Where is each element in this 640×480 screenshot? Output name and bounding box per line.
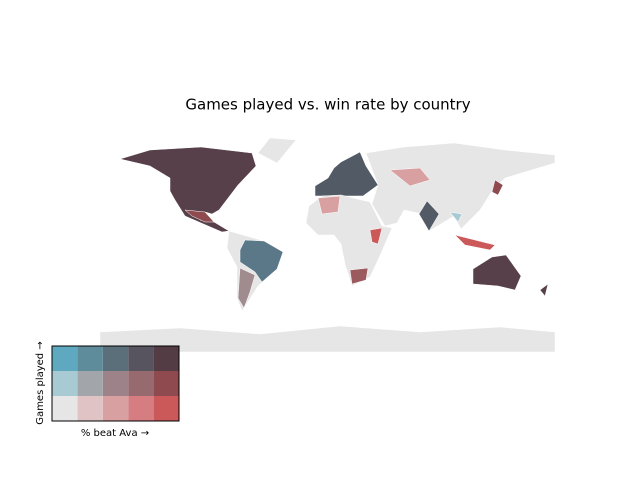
legend-y-label: Games played → (35, 341, 46, 424)
australia (472, 254, 522, 291)
new-zealand (539, 283, 549, 297)
legend-cell (102, 396, 129, 421)
legend-cell (128, 346, 154, 371)
legend-cell (102, 346, 129, 371)
legend-cell (52, 346, 78, 371)
legend-frame (51, 345, 180, 422)
brazil (239, 239, 284, 283)
central-asia (389, 167, 431, 187)
map-title: Games played vs. win rate by country (185, 96, 470, 114)
legend-cell (128, 396, 154, 421)
legend-cell (153, 371, 179, 396)
southeast-asia (449, 211, 463, 223)
asia (365, 142, 556, 232)
legend-cell (52, 371, 78, 396)
japan (491, 179, 504, 196)
antarctica (99, 325, 556, 353)
legend-cell (153, 396, 179, 421)
north-africa (317, 195, 341, 215)
argentina (237, 267, 256, 309)
legend-cell (77, 396, 103, 421)
legend-cell (77, 371, 103, 396)
india (418, 200, 440, 232)
greenland (257, 137, 297, 164)
legend: % beat Ava → Games played → (35, 341, 180, 439)
legend-cell (77, 346, 103, 371)
africa (305, 194, 393, 287)
south-africa (349, 267, 369, 285)
europe (314, 151, 379, 197)
legend-cell (102, 371, 129, 396)
north-america (119, 146, 257, 233)
indonesia (454, 234, 496, 251)
legend-cell (128, 371, 154, 396)
legend-x-label: % beat Ava → (81, 428, 149, 439)
mexico (184, 209, 215, 223)
world-map (99, 137, 556, 353)
east-africa (369, 227, 383, 245)
legend-cell (153, 346, 179, 371)
legend-cell (52, 396, 78, 421)
